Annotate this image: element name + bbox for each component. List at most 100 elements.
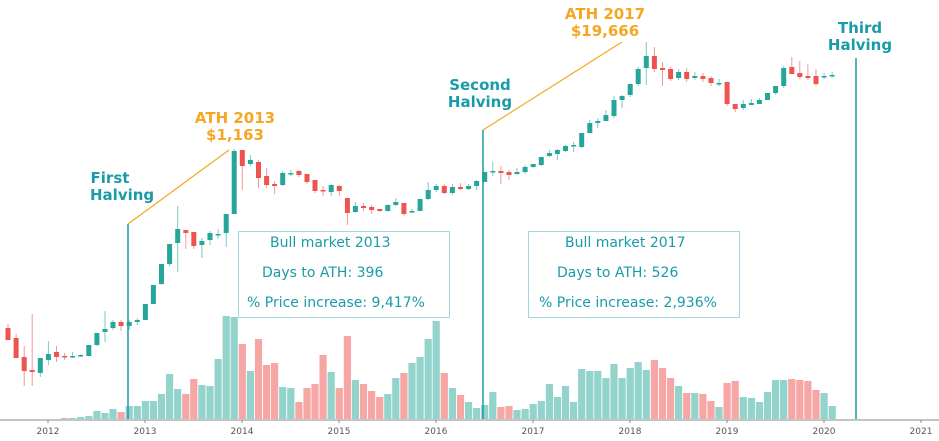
candle-body [352,206,358,212]
candle-body [433,186,439,190]
volume-bar [174,389,182,419]
volume-bar [755,402,763,419]
ath-trend-line [127,149,230,225]
bull-market-2013-days: Days to ATH: 396 [262,265,384,281]
candle-body [78,355,84,357]
third-halving-line1: Third [837,19,883,37]
volume-bar [141,401,149,419]
volume-bar [473,408,481,419]
candle-body [716,83,722,85]
candle-body [296,171,302,175]
candle-body [272,184,278,186]
candle-body [45,354,51,360]
x-tick-2019: 2019 [715,427,739,437]
bull-market-2013-box: Bull market 2013 Days to ATH: 396 % Pric… [238,231,450,318]
volume-bar [166,374,174,419]
volume-bar [545,384,553,419]
candle-body [134,320,140,322]
candle-body [676,72,682,78]
volume-bar [440,373,448,419]
candle-body [651,56,657,69]
candle-body [191,232,197,246]
ath-2017-price: $19,666 [570,22,640,40]
candle-body [13,338,19,358]
candle-body [797,73,803,77]
volume-bar [335,388,343,419]
volume-bar [271,363,279,419]
volume-bar [222,316,230,419]
volume-bar [699,394,707,419]
ath-2017-label: ATH 2017 $19,666 [560,6,650,40]
candle-body [660,68,665,70]
candle-body [110,322,116,328]
volume-bar [683,393,691,419]
volume-bar [561,386,570,419]
volume-bar [723,383,731,419]
x-tick-2021: 2021 [909,427,933,437]
volume-bar [513,410,521,419]
candle-body [304,174,310,182]
second-halving-label: Second Halving [445,77,515,111]
volume-bar [521,409,529,419]
candle-body [328,185,334,192]
volume-bar [303,388,311,419]
candle-body [280,173,286,185]
volume-bar [634,362,642,419]
volume-bar [796,380,804,419]
volume-bar [351,380,359,419]
ath-2013-title: ATH 2013 [194,109,276,127]
candle-body [21,357,27,371]
candle-body [732,104,738,109]
candle-body [538,157,544,165]
volume-bar [820,393,828,419]
volume-bar [133,406,141,419]
candle-body [627,84,633,95]
candle-body [595,121,601,123]
bull-market-2013-increase: % Price increase: 9,417% [247,295,425,311]
bull-market-2017-title: Bull market 2017 [565,235,686,251]
volume-bar [602,378,610,419]
candle-body [142,304,148,320]
ath-2013-label: ATH 2013 $1,163 [190,110,280,144]
candle-body [5,328,11,340]
candle-body [579,133,585,147]
volume-bar [707,401,715,419]
candle-body [805,76,811,78]
candle-body [498,171,504,173]
volume-bar [190,379,198,419]
x-tick-2013: 2013 [133,427,157,437]
volume-bar [117,412,125,419]
candle-body [789,67,795,74]
volume-bar [263,365,271,419]
candle-body [829,75,835,77]
candle-body [223,214,229,233]
candle-body [167,244,173,264]
volume-bar [432,321,440,419]
x-axis [0,419,939,423]
ath-trend-line [482,41,623,131]
volume-bar [93,411,101,419]
volume-bar [675,386,683,419]
candle-body [199,241,205,245]
candle-body [522,167,528,172]
candle-body [29,370,35,372]
volume-bar [804,381,812,419]
volume-bar [206,386,214,419]
ath-2017-title: ATH 2017 [564,5,646,23]
candle-body [54,352,59,357]
volume-bar [327,372,335,419]
candle-body [740,104,746,108]
candle-body [102,329,108,332]
volume-bar [424,339,432,419]
volume-bar [489,392,497,419]
volume-bar [109,409,117,419]
volume-bar [465,402,473,419]
second-halving-line2: Halving [447,93,513,111]
volume-bar [157,394,166,419]
volume-bar [149,401,157,419]
x-tick-2014: 2014 [230,427,254,437]
volume-bar [392,378,400,419]
volume-bar [246,371,254,419]
volume-bar [788,379,796,419]
